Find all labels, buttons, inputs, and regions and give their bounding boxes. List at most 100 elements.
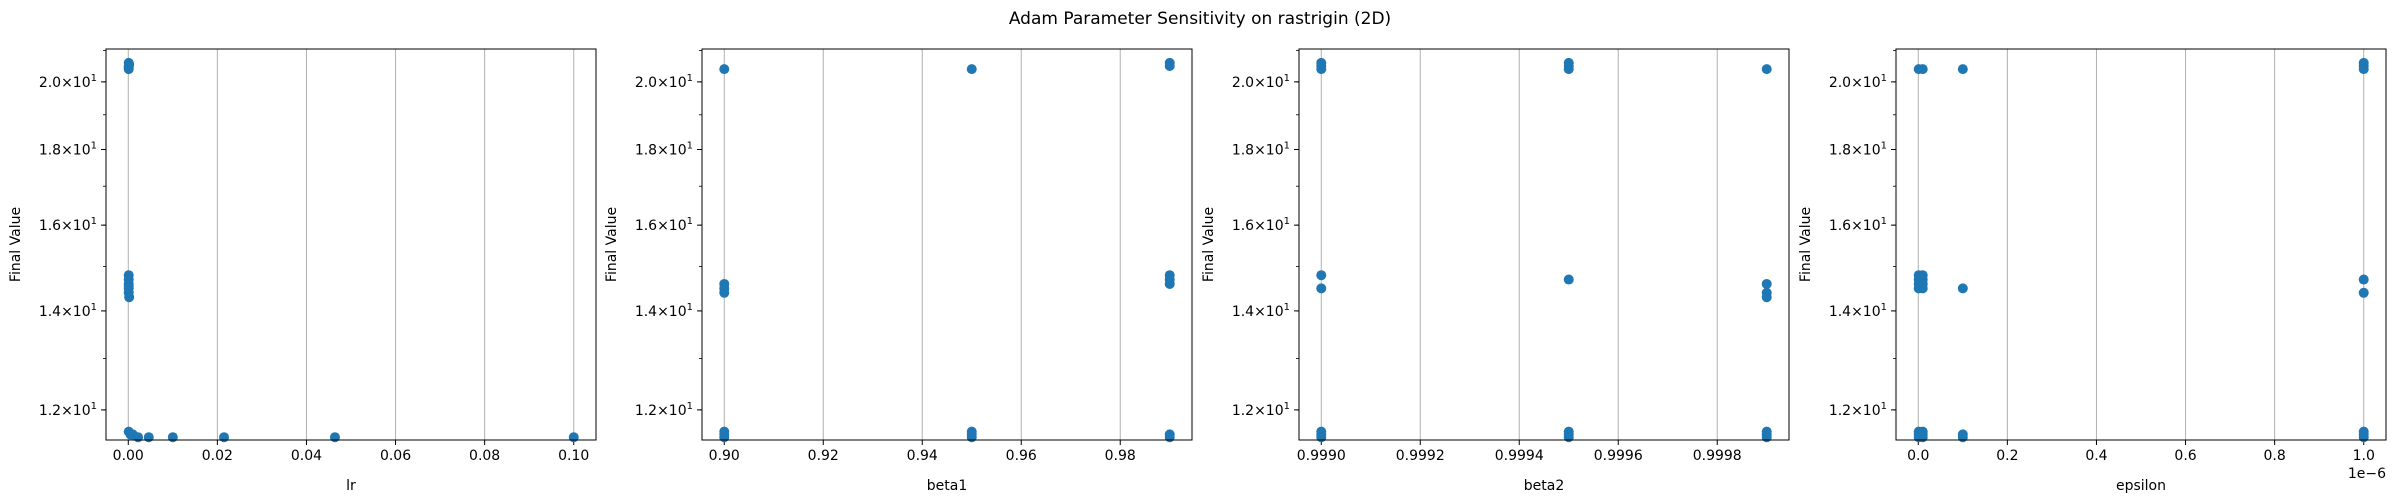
x-tick-label: 1.0 — [2353, 448, 2375, 464]
subplots: 0.00 0.02 0.04 0.06 0.08 0.10 1.2×101 1.4×101 1.… — [8, 48, 2387, 494]
y-tick-label: 1.2×101 — [635, 401, 693, 419]
y-tick-label: 1.6×101 — [1829, 216, 1887, 234]
data-point — [1164, 61, 1175, 72]
x-offset-text: 1e−6 — [2348, 466, 2386, 482]
data-point — [719, 432, 730, 443]
x-tick-label: 0.96 — [1006, 448, 1037, 464]
data-point — [123, 281, 134, 292]
data-point — [1917, 64, 1928, 75]
subplot-beta2: 0.9990 0.9992 0.9994 0.9996 0.9998 1.2×101 1.4… — [1201, 48, 1790, 494]
data-point — [1563, 432, 1574, 443]
data-point — [1761, 292, 1772, 303]
x-tick-label: 0.2 — [1996, 448, 2018, 464]
x-tick-label: 0.08 — [469, 448, 500, 464]
data-point — [124, 59, 135, 70]
data-point — [719, 64, 730, 75]
data-point — [1917, 432, 1928, 443]
data-point — [1917, 283, 1928, 294]
data-point — [329, 432, 340, 443]
y-tick-label: 1.2×101 — [1232, 401, 1290, 419]
x-tick-label: 0.94 — [907, 448, 938, 464]
data-point — [1761, 278, 1772, 289]
y-tick-label: 1.8×101 — [39, 141, 97, 159]
data-point — [1316, 283, 1327, 294]
data-point — [1957, 432, 1968, 443]
subplot-lr: 0.00 0.02 0.04 0.06 0.08 0.10 1.2×101 1.4×101 1.… — [8, 48, 597, 494]
data-point — [1164, 432, 1175, 443]
x-tick-label: 0.90 — [709, 448, 740, 464]
axes-frame — [701, 48, 1193, 441]
y-tick-label: 1.6×101 — [39, 216, 97, 234]
y-tick-label: 2.0×101 — [635, 73, 693, 91]
axes-frame — [1895, 48, 2387, 441]
data-point — [1957, 64, 1968, 75]
y-tick-label: 1.6×101 — [635, 216, 693, 234]
data-point — [1761, 64, 1772, 75]
y-tick-label: 1.8×101 — [1829, 141, 1887, 159]
data-point — [1563, 64, 1574, 75]
data-point — [1316, 432, 1327, 443]
y-tick-label: 1.2×101 — [1829, 401, 1887, 419]
x-tick-label: 0.92 — [808, 448, 839, 464]
x-tick-label: 0.9998 — [1693, 448, 1742, 464]
data-point — [1164, 278, 1175, 289]
y-tick-label: 2.0×101 — [39, 73, 97, 91]
data-point — [219, 432, 230, 443]
x-tick-label: 0.9994 — [1495, 448, 1544, 464]
y-tick-label: 2.0×101 — [1232, 73, 1290, 91]
x-tick-label: 0.6 — [2174, 448, 2196, 464]
data-point — [143, 432, 154, 443]
figure-title: Adam Parameter Sensitivity on rastrigin … — [1009, 9, 1391, 29]
x-tick-label: 0.04 — [291, 448, 322, 464]
x-tick-label: 0.00 — [113, 448, 144, 464]
y-tick-label: 1.8×101 — [635, 141, 693, 159]
data-point — [133, 432, 144, 443]
x-axis-label: beta1 — [927, 478, 967, 494]
x-tick-label: 0.02 — [202, 448, 233, 464]
subplot-epsilon: 0.0 0.2 0.4 0.6 0.8 1.0 1.2×101 1.4×101 1.6×101 1… — [1798, 48, 2387, 494]
x-axis-label: epsilon — [2116, 478, 2166, 494]
y-tick-label: 1.4×101 — [1829, 302, 1887, 320]
data-point — [966, 432, 977, 443]
data-point — [1957, 283, 1968, 294]
data-point — [1316, 64, 1327, 75]
x-tick-label: 0.4 — [2085, 448, 2107, 464]
data-point — [2358, 274, 2369, 285]
x-tick-label: 0.98 — [1105, 448, 1136, 464]
x-tick-label: 0.0 — [1907, 448, 1929, 464]
x-axis-label: beta2 — [1524, 478, 1564, 494]
y-axis-label: Final Value — [8, 207, 24, 282]
data-point — [1316, 270, 1327, 281]
x-axis-label: lr — [346, 478, 356, 494]
data-point — [1563, 274, 1574, 285]
y-axis-label: Final Value — [604, 207, 620, 282]
x-tick-label: 0.10 — [558, 448, 589, 464]
x-tick-label: 0.9996 — [1594, 448, 1643, 464]
y-tick-label: 2.0×101 — [1829, 73, 1887, 91]
y-tick-label: 1.4×101 — [39, 302, 97, 320]
y-tick-label: 1.4×101 — [1232, 302, 1290, 320]
subplot-beta1: 0.90 0.92 0.94 0.96 0.98 1.2×101 1.4×101 1.6×10… — [604, 48, 1193, 494]
y-tick-label: 1.2×101 — [39, 401, 97, 419]
y-tick-label: 1.6×101 — [1232, 216, 1290, 234]
x-tick-label: 0.06 — [380, 448, 411, 464]
data-point — [719, 287, 730, 298]
axes-frame — [105, 48, 597, 441]
data-point — [2358, 432, 2369, 443]
y-tick-label: 1.8×101 — [1232, 141, 1290, 159]
y-axis-label: Final Value — [1798, 207, 1814, 282]
data-point — [2358, 64, 2369, 75]
y-axis-label: Final Value — [1201, 207, 1217, 282]
data-point — [568, 432, 579, 443]
axes-frame — [1298, 48, 1790, 441]
x-tick-label: 0.9992 — [1396, 448, 1445, 464]
data-point — [124, 292, 135, 303]
data-point — [2358, 287, 2369, 298]
data-point — [1761, 432, 1772, 443]
x-tick-label: 0.8 — [2264, 448, 2286, 464]
y-tick-label: 1.4×101 — [635, 302, 693, 320]
data-point — [167, 432, 178, 443]
data-point — [966, 64, 977, 75]
x-tick-label: 0.9990 — [1297, 448, 1346, 464]
